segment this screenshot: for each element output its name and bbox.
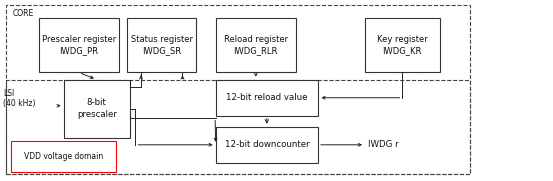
Text: 12-bit downcounter: 12-bit downcounter: [225, 140, 309, 149]
Bar: [64, 80, 130, 138]
Bar: [6, 80, 470, 174]
Bar: [365, 18, 440, 72]
Text: VDD voltage domain: VDD voltage domain: [24, 152, 103, 161]
Text: 8-bit
prescaler: 8-bit prescaler: [77, 98, 117, 119]
Bar: [127, 18, 196, 72]
Bar: [39, 18, 119, 72]
Text: LSI
(40 kHz): LSI (40 kHz): [3, 89, 35, 108]
Bar: [216, 80, 318, 116]
Bar: [11, 141, 116, 172]
Text: 12-bit reload value: 12-bit reload value: [226, 93, 307, 102]
Text: Key register
IWDG_KR: Key register IWDG_KR: [377, 35, 427, 55]
Bar: [216, 18, 296, 72]
Text: Prescaler register
IWDG_PR: Prescaler register IWDG_PR: [41, 35, 116, 55]
Text: Reload register
IWDG_RLR: Reload register IWDG_RLR: [224, 35, 288, 55]
Bar: [6, 5, 470, 174]
Bar: [216, 127, 318, 163]
Text: IWDG r: IWDG r: [368, 140, 398, 149]
Text: Status register
IWDG_SR: Status register IWDG_SR: [131, 35, 193, 55]
Text: CORE: CORE: [12, 9, 33, 18]
